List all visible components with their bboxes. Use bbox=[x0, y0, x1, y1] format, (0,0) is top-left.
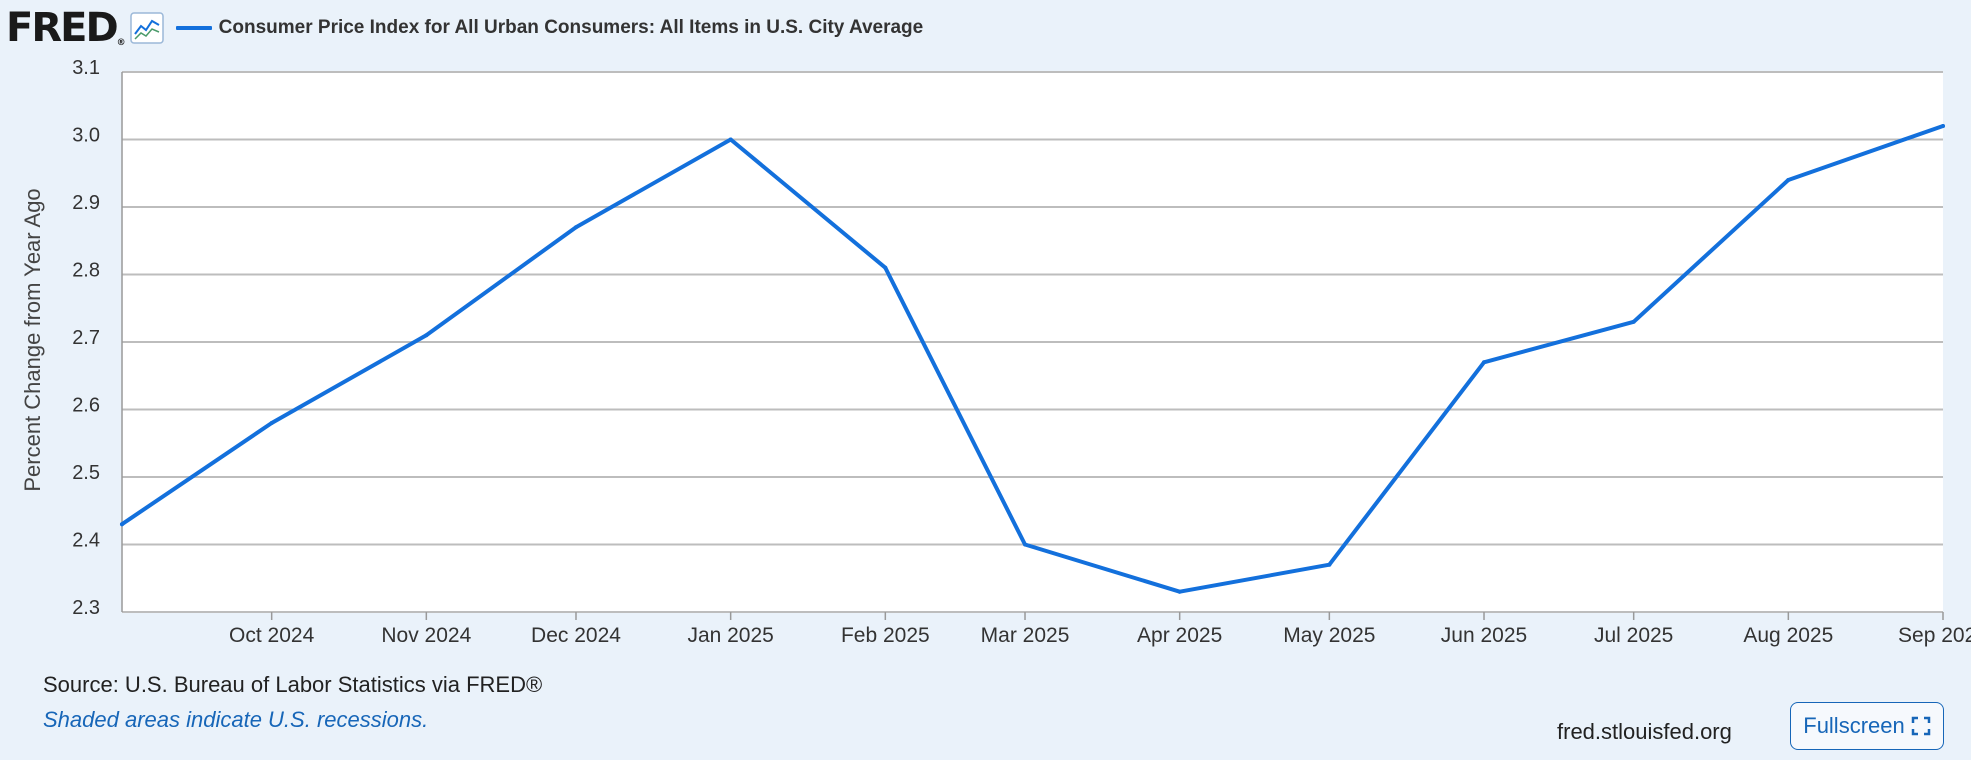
line-graph-icon bbox=[129, 12, 164, 44]
x-tick-label: Oct 2024 bbox=[229, 624, 315, 647]
x-tick-label: Jan 2025 bbox=[687, 624, 773, 647]
y-tick-label: 2.3 bbox=[72, 597, 100, 619]
chart-header: FRED® Consumer Price Index for All Urban… bbox=[6, 6, 923, 50]
x-tick-label: May 2025 bbox=[1283, 624, 1375, 647]
data-point bbox=[728, 137, 733, 142]
fred-logo-reg: ® bbox=[116, 38, 126, 48]
data-point bbox=[1327, 562, 1332, 567]
data-point bbox=[1941, 124, 1945, 128]
x-tick-label: Dec 2024 bbox=[531, 624, 621, 647]
recession-note: Shaded areas indicate U.S. recessions. bbox=[43, 707, 429, 732]
x-tick-label: Mar 2025 bbox=[981, 624, 1070, 647]
y-axis-label: Percent Change from Year Ago bbox=[20, 188, 45, 491]
data-point bbox=[1786, 178, 1791, 182]
data-point bbox=[1482, 360, 1487, 365]
y-tick-label: 3.1 bbox=[72, 57, 100, 79]
y-tick-label: 2.6 bbox=[72, 395, 100, 417]
fred-logo[interactable]: FRED® bbox=[6, 5, 126, 51]
chart-title: Consumer Price Index for All Urban Consu… bbox=[218, 17, 924, 38]
source-note: Source: U.S. Bureau of Labor Statistics … bbox=[43, 672, 543, 697]
data-point bbox=[1177, 589, 1182, 594]
x-tick-label: Sep 2025 bbox=[1898, 624, 1971, 647]
data-point bbox=[120, 522, 124, 527]
fred-logo-text: FRED bbox=[6, 5, 119, 51]
x-tick-label: Jul 2025 bbox=[1594, 624, 1673, 647]
x-tick-label: Aug 2025 bbox=[1743, 624, 1833, 647]
legend-swatch bbox=[175, 26, 212, 30]
line-chart: 2.3 2.4 2.5 2.6 2.7 2.8 2.9 3.0 3.1 Oct 2024 Nov 2… bbox=[20, 57, 1971, 647]
y-tick-label: 2.5 bbox=[72, 462, 100, 484]
data-point bbox=[269, 421, 274, 425]
x-tick-label: Apr 2025 bbox=[1137, 624, 1222, 647]
expand-icon bbox=[1911, 716, 1930, 736]
data-point bbox=[1631, 319, 1636, 324]
data-point bbox=[1023, 542, 1028, 547]
y-tick-label: 2.7 bbox=[72, 327, 100, 349]
site-url[interactable]: fred.stlouisfed.org bbox=[1557, 719, 1732, 744]
data-point bbox=[574, 225, 579, 230]
y-tick-label: 2.4 bbox=[72, 530, 100, 552]
data-point bbox=[424, 333, 429, 338]
fullscreen-label: Fullscreen bbox=[1803, 713, 1905, 738]
x-tick-label: Feb 2025 bbox=[841, 624, 930, 647]
y-tick-label: 2.9 bbox=[72, 192, 100, 214]
y-tick-label: 3.0 bbox=[72, 125, 100, 147]
fullscreen-button[interactable]: Fullscreen bbox=[1790, 702, 1944, 750]
y-tick-label: 2.8 bbox=[72, 260, 100, 282]
data-point bbox=[883, 265, 888, 270]
x-tick-label: Nov 2024 bbox=[381, 624, 471, 647]
x-tick-label: Jun 2025 bbox=[1441, 624, 1527, 647]
